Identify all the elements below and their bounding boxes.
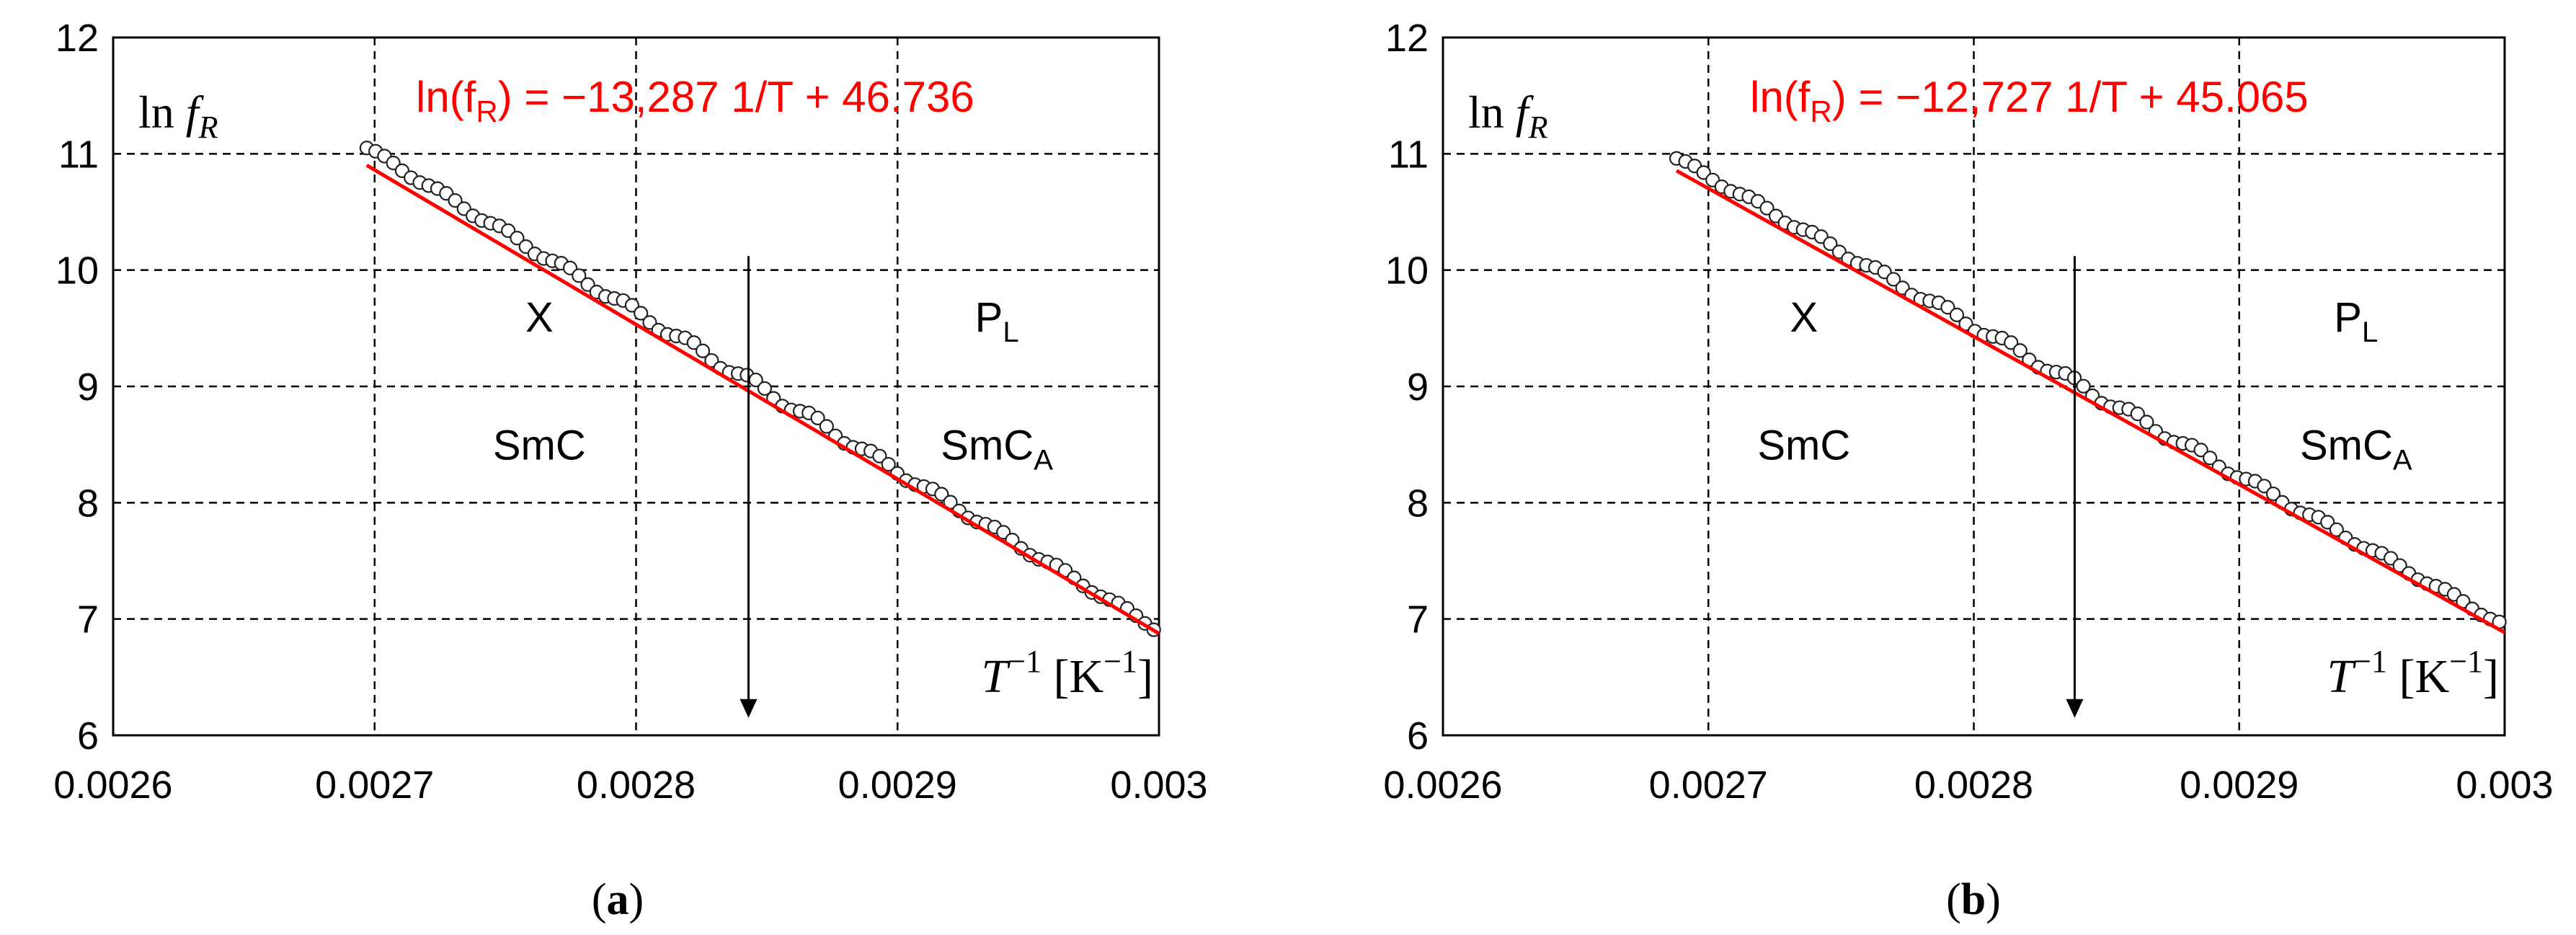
y-tick-label: 11 — [1388, 133, 1429, 176]
data-point — [2130, 407, 2145, 422]
data-point — [2203, 451, 2218, 466]
data-point — [2329, 522, 2344, 537]
x-tick-label: 0.0029 — [838, 763, 957, 807]
data-point — [881, 456, 896, 472]
data-point — [2012, 343, 2028, 358]
x-axis-label: T−1 [K−1] — [2327, 644, 2499, 703]
y-tick-label: 6 — [77, 714, 99, 758]
fit-line — [365, 164, 1160, 635]
chart-panel-a: 6 7 8 9 10 11 12 0.0026 0.0027 0.0028 0.0029 0.003 X… — [53, 17, 1207, 924]
gridlines — [113, 37, 1159, 735]
data-point — [2257, 479, 2272, 494]
data-point — [757, 381, 773, 396]
data-point — [695, 343, 711, 358]
y-tick-label: 8 — [1407, 482, 1429, 525]
x-tick-label: 0.0027 — [315, 763, 434, 807]
data-point — [2265, 486, 2281, 502]
phase-label: SmCA — [941, 422, 1053, 477]
phase-label: X — [525, 294, 554, 341]
data-point — [2193, 443, 2208, 458]
x-tick-label: 0.0029 — [2180, 763, 2299, 807]
y-tick-label: 12 — [1385, 17, 1429, 60]
data-points — [359, 141, 1161, 637]
phase-label: SmC — [1757, 422, 1850, 469]
data-points — [1669, 151, 2507, 629]
data-point — [1759, 200, 1775, 216]
y-tick-label: 8 — [77, 482, 99, 525]
y-axis-label: ln fR — [138, 87, 218, 145]
panel-label: (b) — [1946, 875, 2001, 924]
fit-line — [1675, 169, 2506, 634]
x-tick-label: 0.003 — [1110, 763, 1207, 807]
y-tick-label: 10 — [55, 249, 99, 293]
y-tick-label: 12 — [55, 17, 99, 60]
transition-arrow-head — [2066, 699, 2084, 718]
phase-label: PL — [975, 294, 1019, 348]
y-tick-label: 9 — [77, 365, 99, 409]
fit-equation: ln(fR) = −12,727 1/T + 45.065 — [1750, 73, 2309, 128]
x-tick-label: 0.0028 — [1914, 763, 2033, 807]
x-tick-label: 0.0026 — [1383, 763, 1502, 807]
y-tick-label: 6 — [1407, 714, 1429, 758]
phase-label: PL — [2334, 294, 2378, 348]
data-point — [1886, 272, 1901, 287]
tick-labels: 6 7 8 9 10 11 12 0.0026 0.0027 0.0028 0.0029 0.003 — [53, 17, 1207, 807]
x-tick-label: 0.0028 — [577, 763, 696, 807]
tick-labels: 6 7 8 9 10 11 12 0.0026 0.0027 0.0028 0.0029 0.003 — [1383, 17, 2553, 807]
x-tick-label: 0.0026 — [53, 763, 172, 807]
data-point — [934, 487, 949, 502]
panel-label: (a) — [592, 875, 644, 924]
data-point — [2004, 335, 2019, 350]
data-point — [1823, 236, 1838, 252]
y-tick-label: 9 — [1407, 365, 1429, 409]
phase-label: SmC — [493, 422, 586, 469]
x-axis-label: T−1 [K−1] — [981, 644, 1153, 703]
data-point — [819, 419, 834, 434]
data-point — [634, 306, 649, 321]
data-point — [810, 410, 825, 425]
y-tick-label: 11 — [58, 133, 99, 176]
data-point — [872, 448, 887, 464]
chart-panel-b: 6 7 8 9 10 11 12 0.0026 0.0027 0.0028 0.0029 0.003 X… — [1383, 17, 2553, 924]
x-tick-label: 0.003 — [2456, 763, 2553, 807]
data-point — [624, 298, 640, 313]
phase-label: SmCA — [2300, 422, 2412, 477]
data-point — [448, 193, 463, 208]
fit-equation: ln(fR) = −13,287 1/T + 46.736 — [416, 73, 974, 128]
phase-label: X — [1790, 294, 1818, 341]
gridlines — [1443, 37, 2505, 735]
y-tick-label: 7 — [77, 598, 99, 642]
data-point — [572, 268, 587, 283]
transition-arrow-head — [740, 699, 758, 718]
y-axis-label: ln fR — [1468, 87, 1548, 145]
x-tick-label: 0.0027 — [1649, 763, 1768, 807]
data-point — [686, 335, 701, 350]
y-tick-label: 7 — [1407, 598, 1429, 642]
data-point — [510, 231, 525, 246]
y-tick-label: 10 — [1385, 249, 1429, 293]
data-point — [2076, 378, 2091, 394]
data-point — [1949, 307, 1965, 322]
data-point — [2139, 415, 2154, 430]
